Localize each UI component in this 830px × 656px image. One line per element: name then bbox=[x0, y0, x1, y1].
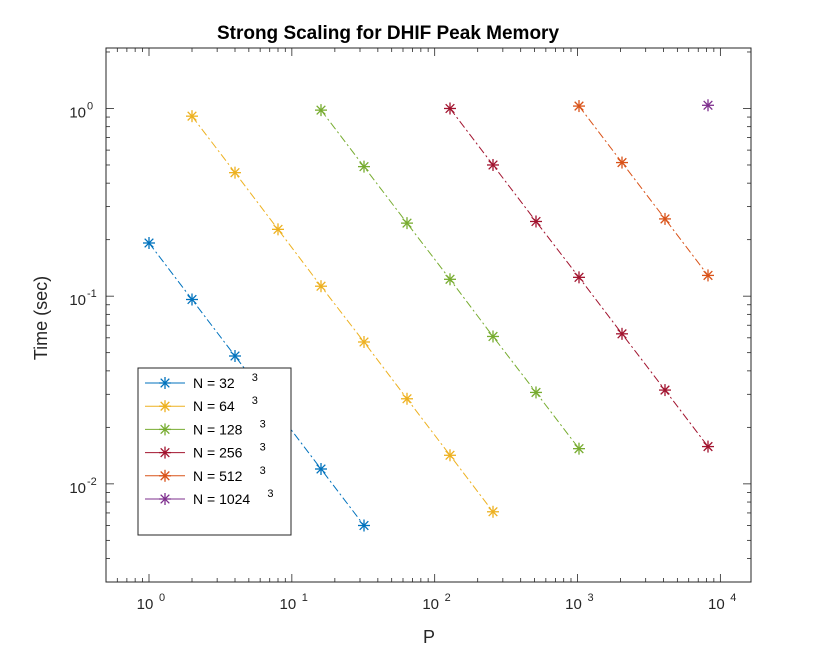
legend-item: N = 512 3 bbox=[145, 465, 266, 484]
y-axis-label: Time (sec) bbox=[31, 276, 51, 360]
y-tick-exponent: 0 bbox=[87, 100, 93, 112]
legend-exponent: 3 bbox=[260, 465, 266, 477]
data-point bbox=[229, 349, 241, 362]
legend-item: N = 1024 3 bbox=[145, 488, 274, 507]
x-tick-label: 10 bbox=[279, 596, 296, 613]
legend-marker bbox=[159, 377, 171, 389]
legend-item: N = 128 3 bbox=[145, 418, 266, 437]
data-point bbox=[358, 335, 370, 348]
x-tick-label: 10 bbox=[137, 596, 154, 613]
legend-exponent: 3 bbox=[260, 442, 266, 454]
data-point bbox=[530, 386, 542, 399]
series-n-512 bbox=[573, 100, 714, 282]
data-point bbox=[401, 392, 413, 405]
legend-exponent: 3 bbox=[252, 395, 258, 407]
legend-label: N = 128 bbox=[193, 421, 243, 437]
data-point bbox=[315, 462, 327, 475]
y-tick-exponent: -2 bbox=[87, 476, 97, 488]
legend-marker bbox=[159, 469, 171, 482]
data-point bbox=[186, 293, 198, 306]
y-tick-label: 10 bbox=[69, 292, 86, 309]
legend-item: N = 256 3 bbox=[145, 442, 266, 461]
series-n-256 bbox=[444, 102, 714, 453]
series-line bbox=[191, 115, 494, 513]
x-tick-label: 10 bbox=[708, 596, 725, 613]
data-point bbox=[358, 519, 370, 532]
data-point bbox=[487, 330, 499, 343]
data-point bbox=[444, 273, 456, 286]
data-point bbox=[702, 440, 714, 453]
x-tick-exponent: 2 bbox=[445, 592, 451, 604]
x-tick-exponent: 0 bbox=[159, 592, 165, 604]
data-point bbox=[573, 271, 585, 284]
data-point bbox=[444, 449, 456, 462]
data-point bbox=[186, 110, 198, 123]
data-point bbox=[573, 100, 585, 113]
chart-title: Strong Scaling for DHIF Peak Memory bbox=[217, 23, 559, 44]
data-point bbox=[229, 166, 241, 179]
data-point bbox=[487, 505, 499, 518]
x-tick-exponent: 4 bbox=[730, 592, 736, 604]
data-point bbox=[530, 215, 542, 228]
legend-item: N = 32 3 bbox=[145, 372, 258, 391]
data-point bbox=[358, 160, 370, 173]
data-point bbox=[487, 158, 499, 171]
legend: N = 32 3N = 64 3N = 128 3N = 256 3N = 512 3N … bbox=[137, 367, 292, 536]
legend-label: N = 512 bbox=[193, 468, 243, 484]
y-tick-label: 10 bbox=[69, 104, 86, 121]
data-point bbox=[659, 384, 671, 397]
series-line bbox=[578, 105, 709, 276]
y-tick-label: 10 bbox=[69, 480, 86, 497]
x-axis-label: P bbox=[423, 627, 435, 647]
legend-marker bbox=[159, 446, 171, 459]
data-point bbox=[573, 442, 585, 455]
data-point bbox=[272, 223, 284, 236]
data-point bbox=[401, 217, 413, 230]
data-point bbox=[616, 156, 628, 169]
data-point bbox=[702, 269, 714, 282]
legend-label: N = 1024 bbox=[193, 491, 250, 507]
data-point bbox=[143, 236, 155, 249]
legend-marker bbox=[159, 493, 171, 505]
data-point bbox=[444, 102, 456, 115]
minor-ticks bbox=[105, 48, 751, 583]
legend-exponent: 3 bbox=[252, 372, 258, 384]
x-tick-exponent: 3 bbox=[587, 592, 593, 604]
legend-label: N = 256 bbox=[193, 445, 243, 461]
legend-label: N = 64 bbox=[193, 398, 235, 414]
data-point bbox=[659, 212, 671, 225]
data-point bbox=[315, 104, 327, 117]
x-tick-label: 10 bbox=[422, 596, 439, 613]
data-point bbox=[702, 99, 714, 112]
legend-marker bbox=[159, 423, 171, 436]
data-point bbox=[616, 327, 628, 340]
legend-item: N = 64 3 bbox=[145, 395, 258, 414]
legend-exponent: 3 bbox=[267, 488, 273, 500]
legend-marker bbox=[159, 400, 171, 413]
series-n-1024 bbox=[702, 99, 714, 112]
legend-exponent: 3 bbox=[260, 418, 266, 430]
data-point bbox=[315, 280, 327, 293]
x-tick-label: 10 bbox=[565, 596, 582, 613]
series-n-64 bbox=[186, 110, 499, 518]
plot-area: 10 0 10 1 10 2 10 3 10 410 010 -110 -2 bbox=[69, 47, 752, 613]
series-n-128 bbox=[315, 104, 585, 455]
legend-label: N = 32 bbox=[193, 375, 235, 391]
x-tick-exponent: 1 bbox=[302, 592, 308, 604]
y-tick-exponent: -1 bbox=[87, 288, 97, 300]
